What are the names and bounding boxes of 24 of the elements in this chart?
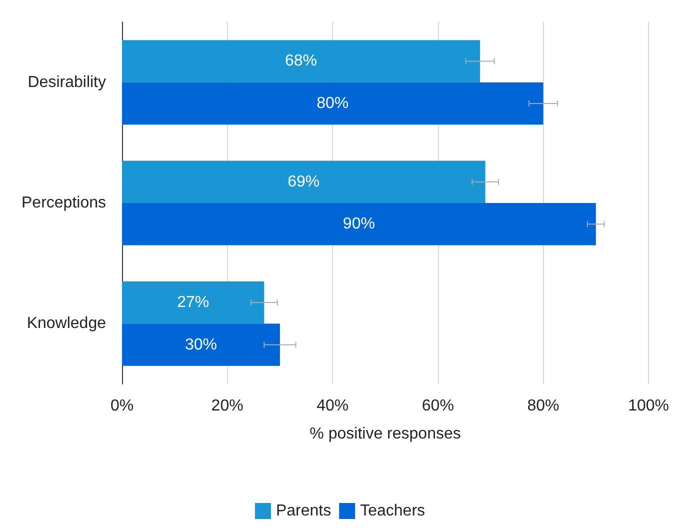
x-tick-label: 60% bbox=[422, 398, 454, 414]
data-label: 69% bbox=[288, 173, 320, 190]
x-tick-label: 20% bbox=[211, 398, 244, 414]
bar bbox=[122, 324, 280, 366]
x-tick-label: 100% bbox=[628, 398, 669, 414]
y-tick-label: Knowledge bbox=[26, 315, 106, 332]
data-label: 68% bbox=[285, 52, 318, 70]
legend-label: Parents bbox=[276, 502, 332, 520]
x-axis-title: % positive responses bbox=[310, 426, 461, 442]
bar bbox=[122, 40, 480, 82]
legend-label: Teachers bbox=[360, 502, 426, 520]
x-tick-label: 80% bbox=[527, 398, 560, 414]
bar bbox=[122, 203, 596, 246]
data-label: 90% bbox=[342, 216, 375, 233]
bar bbox=[122, 82, 544, 125]
data-label: 80% bbox=[316, 94, 349, 112]
y-tick-label: Perceptions bbox=[22, 194, 106, 212]
data-label: 30% bbox=[184, 336, 217, 354]
bar bbox=[122, 160, 486, 203]
y-tick-label: Desirability bbox=[28, 74, 106, 91]
x-tick-label: 40% bbox=[316, 398, 349, 414]
x-tick-label: 0% bbox=[110, 398, 134, 414]
data-label: 27% bbox=[177, 294, 210, 312]
bar bbox=[122, 281, 264, 324]
